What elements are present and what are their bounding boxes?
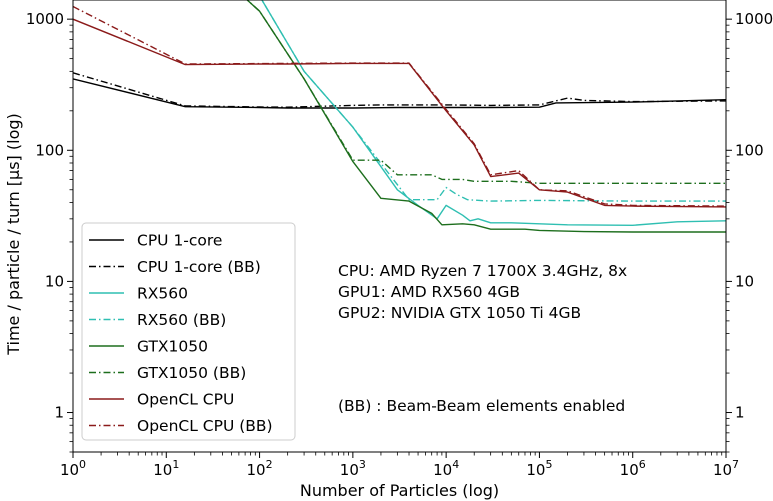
series-line-7 <box>73 5 726 207</box>
series-line-1 <box>73 72 726 108</box>
plot-frame <box>72 0 727 453</box>
series-line-2 <box>261 0 726 226</box>
annotation-bb: (BB) : Beam-Beam elements enabled <box>338 397 625 415</box>
series-line-5 <box>246 0 726 184</box>
y-tick-label-right: 1000 <box>735 10 773 28</box>
x-tick-label: 105 <box>526 458 552 479</box>
legend-label-2: RX560 <box>137 285 188 303</box>
legend-box <box>81 222 296 441</box>
x-tick-label: 102 <box>247 458 273 479</box>
x-tick-label: 104 <box>433 458 459 479</box>
x-axis-label: Number of Particles (log) <box>300 481 499 500</box>
y-tick-label-left: 100 <box>35 141 64 159</box>
legend-label-1: CPU 1-core (BB) <box>137 258 261 276</box>
annotation-cpu: CPU: AMD Ryzen 7 1700X 3.4GHz, 8x <box>338 262 627 280</box>
x-tick-label: 107 <box>713 458 739 479</box>
series-layer <box>73 0 726 233</box>
x-tick-label: 101 <box>153 458 179 479</box>
y-tick-label-right: 100 <box>735 141 764 159</box>
legend-label-6: OpenCL CPU <box>137 391 234 409</box>
y-tick-label-right: 1 <box>735 404 745 422</box>
x-tick-label: 103 <box>340 458 366 479</box>
y-tick-label-left: 1000 <box>26 10 64 28</box>
series-line-0 <box>73 78 726 109</box>
annotation-gpu2: GPU2: NVIDIA GTX 1050 Ti 4GB <box>338 304 581 322</box>
legend-label-3: RX560 (BB) <box>137 311 226 329</box>
series-line-3 <box>261 0 726 202</box>
y-tick-label-right: 10 <box>735 272 754 290</box>
legend: CPU 1-core CPU 1-core (BB) RX560 RX560 (BB)… <box>81 222 296 441</box>
tick-layer: 100 101 102 103 104 105 106 107 1 1 10 10 100 100 1000… <box>26 10 773 479</box>
legend-label-4: GTX1050 <box>137 338 208 356</box>
annotation-gpu1: GPU1: AMD RX560 4GB <box>338 283 520 301</box>
series-line-4 <box>246 0 726 233</box>
legend-label-5: GTX1050 (BB) <box>137 364 246 382</box>
series-line-6 <box>73 18 726 208</box>
legend-label-7: OpenCL CPU (BB) <box>137 417 273 435</box>
legend-label-0: CPU 1-core <box>137 232 222 250</box>
x-tick-label: 100 <box>60 458 86 479</box>
y-tick-label-left: 1 <box>54 404 64 422</box>
x-tick-label: 106 <box>620 458 646 479</box>
y-tick-label-left: 10 <box>45 272 64 290</box>
y-axis-label: Time / particle / turn [µs] (log) <box>4 113 23 356</box>
